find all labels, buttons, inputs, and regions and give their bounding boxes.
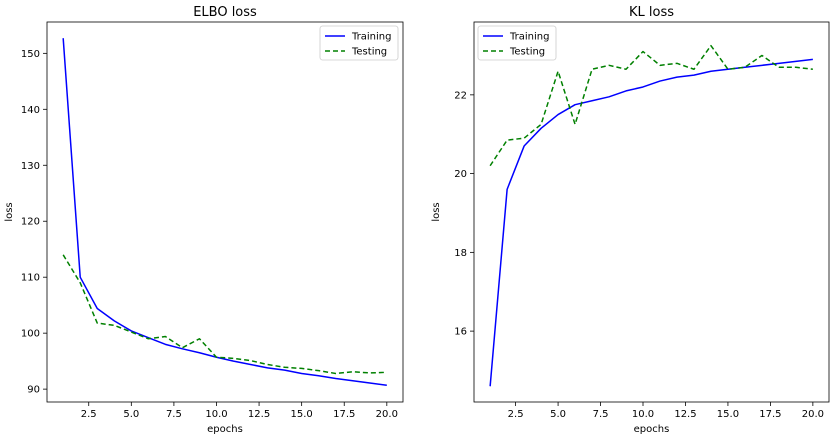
chart-1: ELBO loss 2.5 5.0 7.5 10.0 12.5 15.0 17.5 20.0 90… (4, 5, 404, 435)
x-tick-label: 10.0 (632, 409, 654, 420)
chart-title: ELBO loss (193, 5, 257, 20)
y-tick-label: 100 (21, 329, 40, 340)
series-line-testing (62, 254, 387, 375)
y-tick-label: 18 (454, 248, 467, 259)
x-axis-label: epochs (207, 424, 243, 435)
y-axis-label: loss (431, 202, 442, 221)
legend-box (477, 25, 557, 61)
y-tick-label: 120 (21, 217, 40, 228)
series-line-training (489, 58, 813, 387)
x-axis-label: epochs (634, 424, 670, 435)
chart-title: KL loss (629, 5, 674, 20)
x-tick-label: 20.0 (802, 409, 824, 420)
legend-label-training: Training (509, 32, 549, 43)
series-line-training (62, 38, 387, 386)
y-tick-label: 140 (21, 105, 40, 116)
legend-label-testing: Testing (509, 47, 545, 58)
y-axis-label: loss (4, 202, 15, 221)
x-tick-label: 5.0 (550, 409, 566, 420)
y-tick-label: 20 (454, 169, 467, 180)
x-tick-label: 2.5 (81, 409, 97, 420)
legend-label-testing: Testing (351, 47, 387, 58)
x-tick-label: 12.5 (248, 409, 270, 420)
x-tick-label: 7.5 (593, 409, 609, 420)
x-tick-label: 2.5 (508, 409, 524, 420)
y-tick-label: 90 (27, 385, 40, 396)
plot-frame (46, 21, 404, 403)
x-tick-label: 15.0 (291, 409, 313, 420)
x-tick-label: 10.0 (205, 409, 227, 420)
y-tick-label: 16 (454, 327, 467, 338)
legend: Training Testing (319, 25, 399, 61)
y-tick-label: 110 (21, 273, 40, 284)
y-tick-label: 22 (454, 90, 467, 101)
series-line-testing (489, 44, 813, 167)
x-tick-label: 17.5 (333, 409, 355, 420)
plot-frame (473, 21, 830, 403)
legend-label-training: Training (351, 32, 391, 43)
legend: Training Testing (477, 25, 557, 61)
x-tick-label: 5.0 (123, 409, 139, 420)
x-tick-label: 12.5 (674, 409, 696, 420)
y-tick-label: 150 (21, 49, 40, 60)
x-tick-label: 20.0 (376, 409, 398, 420)
chart-2: KL loss 2.5 5.0 7.5 10.0 12.5 15.0 17.5 20.0 16 18… (431, 5, 830, 435)
x-tick-label: 7.5 (166, 409, 182, 420)
x-tick-label: 17.5 (759, 409, 781, 420)
x-tick-label: 15.0 (717, 409, 739, 420)
y-tick-label: 130 (21, 161, 40, 172)
legend-box (319, 25, 399, 61)
